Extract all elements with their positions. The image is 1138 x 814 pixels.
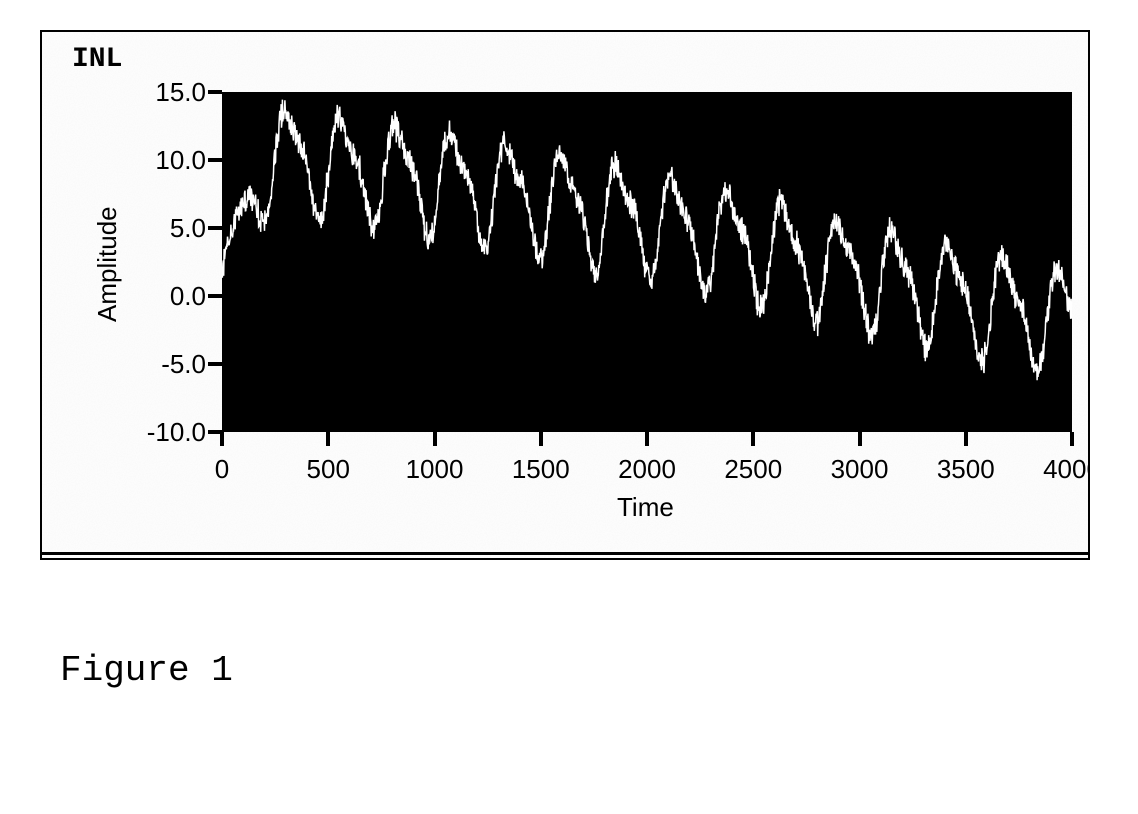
x-tick-label: 500 <box>307 454 350 485</box>
x-tick-label: 1000 <box>406 454 464 485</box>
x-tick-mark <box>326 432 330 446</box>
x-tick-label: 1500 <box>512 454 570 485</box>
x-tick-mark <box>858 432 862 446</box>
y-tick-mark <box>208 226 222 230</box>
y-tick-label: 10.0 <box>126 145 206 176</box>
x-tick-mark <box>964 432 968 446</box>
y-tick-label: -10.0 <box>126 417 206 448</box>
y-tick-mark <box>208 362 222 366</box>
y-axis-label: Amplitude <box>92 206 123 322</box>
x-tick-label: 2500 <box>724 454 782 485</box>
page-root: INL Amplitude Time -10.0-5.00.05.010.015… <box>0 0 1138 814</box>
plot-wrap: Amplitude Time -10.0 -5.0 0.0 5.0 10.0 15.0 0… <box>42 32 1088 558</box>
x-tick-label: 4000 <box>1043 454 1090 485</box>
x-tick-label: 3500 <box>937 454 995 485</box>
y-tick-label: -5.0 <box>126 349 206 380</box>
y-tick-label: 5.0 <box>126 213 206 244</box>
y-tick-mark <box>208 90 222 94</box>
chart-panel: INL Amplitude Time -10.0-5.00.05.010.015… <box>40 30 1090 560</box>
x-axis-label: Time <box>617 492 674 523</box>
x-tick-mark <box>751 432 755 446</box>
y-tick-mark <box>208 294 222 298</box>
x-tick-label: 3000 <box>831 454 889 485</box>
x-tick-label: 2000 <box>618 454 676 485</box>
y-tick-label: 0.0 <box>126 281 206 312</box>
x-tick-mark <box>645 432 649 446</box>
waveform-path <box>222 100 1072 381</box>
x-tick-mark <box>539 432 543 446</box>
x-tick-mark <box>1070 432 1074 446</box>
figure-caption: Figure 1 <box>60 650 233 691</box>
panel-bottom-rule <box>42 552 1088 555</box>
y-tick-mark <box>208 158 222 162</box>
x-tick-mark <box>433 432 437 446</box>
x-tick-mark <box>220 432 224 446</box>
y-tick-label: 15.0 <box>126 77 206 108</box>
x-tick-label: 0 <box>215 454 229 485</box>
